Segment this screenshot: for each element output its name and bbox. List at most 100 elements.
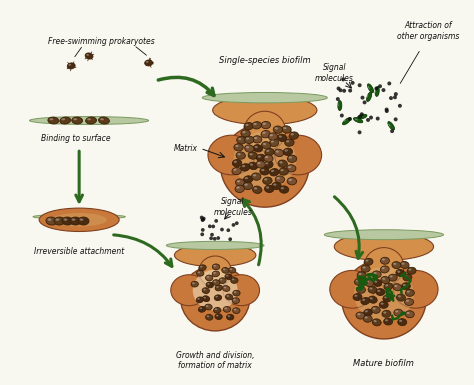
Ellipse shape	[337, 103, 338, 107]
Circle shape	[235, 221, 238, 225]
Ellipse shape	[358, 273, 362, 275]
Circle shape	[366, 118, 370, 122]
Ellipse shape	[375, 87, 379, 96]
Ellipse shape	[373, 280, 382, 286]
Ellipse shape	[371, 306, 380, 313]
Ellipse shape	[203, 297, 206, 298]
Ellipse shape	[244, 111, 286, 151]
Ellipse shape	[279, 168, 289, 175]
Text: Growth and division,
formation of matrix: Growth and division, formation of matrix	[176, 351, 255, 370]
Circle shape	[336, 97, 340, 101]
Ellipse shape	[212, 264, 219, 270]
Ellipse shape	[279, 186, 289, 193]
Ellipse shape	[243, 182, 253, 189]
Ellipse shape	[226, 275, 228, 277]
Ellipse shape	[398, 319, 407, 326]
Ellipse shape	[232, 279, 234, 280]
Ellipse shape	[206, 282, 213, 288]
Circle shape	[201, 218, 205, 222]
Ellipse shape	[374, 281, 377, 283]
Circle shape	[394, 117, 398, 121]
Ellipse shape	[405, 298, 413, 305]
Ellipse shape	[264, 161, 273, 168]
Ellipse shape	[279, 136, 282, 138]
Circle shape	[348, 117, 352, 121]
Ellipse shape	[398, 295, 401, 297]
Ellipse shape	[249, 153, 253, 156]
Ellipse shape	[324, 230, 444, 239]
Ellipse shape	[214, 281, 216, 283]
Ellipse shape	[281, 169, 284, 171]
Ellipse shape	[174, 244, 256, 266]
Ellipse shape	[202, 92, 328, 103]
Ellipse shape	[145, 60, 153, 66]
Ellipse shape	[393, 270, 438, 308]
Ellipse shape	[216, 286, 219, 288]
Ellipse shape	[228, 315, 230, 317]
Ellipse shape	[244, 176, 253, 183]
Circle shape	[202, 217, 206, 221]
Ellipse shape	[382, 310, 391, 317]
Ellipse shape	[256, 154, 266, 162]
Ellipse shape	[365, 316, 368, 318]
Ellipse shape	[234, 291, 237, 293]
Ellipse shape	[253, 145, 263, 152]
Ellipse shape	[271, 170, 274, 172]
Ellipse shape	[407, 291, 410, 293]
Ellipse shape	[353, 293, 362, 301]
Circle shape	[360, 112, 364, 116]
Ellipse shape	[54, 217, 65, 225]
Ellipse shape	[253, 174, 256, 176]
Ellipse shape	[354, 117, 363, 123]
Ellipse shape	[228, 267, 236, 273]
Ellipse shape	[261, 131, 270, 138]
Ellipse shape	[192, 282, 195, 284]
Ellipse shape	[287, 155, 297, 162]
Ellipse shape	[363, 266, 365, 268]
Ellipse shape	[49, 118, 53, 121]
Circle shape	[369, 116, 373, 119]
Ellipse shape	[46, 217, 57, 225]
Ellipse shape	[283, 127, 286, 129]
Circle shape	[201, 233, 204, 236]
Ellipse shape	[227, 314, 234, 320]
Circle shape	[209, 236, 213, 240]
Ellipse shape	[261, 121, 271, 129]
Ellipse shape	[343, 118, 351, 125]
Ellipse shape	[256, 161, 265, 168]
Circle shape	[384, 107, 389, 112]
Ellipse shape	[207, 315, 209, 317]
Ellipse shape	[388, 122, 394, 130]
Ellipse shape	[214, 307, 221, 313]
Ellipse shape	[364, 248, 404, 285]
Ellipse shape	[289, 132, 299, 139]
Ellipse shape	[232, 298, 239, 303]
Ellipse shape	[146, 61, 149, 63]
Circle shape	[351, 81, 355, 85]
Ellipse shape	[356, 286, 365, 293]
Ellipse shape	[233, 299, 236, 300]
Ellipse shape	[232, 159, 242, 167]
Ellipse shape	[365, 280, 374, 286]
Circle shape	[338, 88, 343, 92]
Circle shape	[228, 237, 232, 241]
Ellipse shape	[242, 165, 245, 167]
Ellipse shape	[407, 312, 410, 314]
Ellipse shape	[269, 139, 279, 146]
Ellipse shape	[48, 117, 59, 124]
Text: Matrix: Matrix	[174, 144, 198, 153]
Ellipse shape	[206, 315, 213, 320]
Ellipse shape	[68, 64, 71, 66]
Ellipse shape	[283, 148, 292, 156]
Ellipse shape	[361, 298, 370, 305]
Ellipse shape	[191, 281, 198, 287]
Ellipse shape	[99, 117, 109, 124]
Ellipse shape	[362, 299, 365, 301]
Ellipse shape	[87, 118, 91, 121]
Ellipse shape	[363, 315, 372, 322]
Ellipse shape	[406, 300, 409, 302]
Ellipse shape	[400, 261, 409, 268]
Ellipse shape	[246, 137, 249, 140]
Text: Single-species biofilm: Single-species biofilm	[219, 57, 310, 65]
Ellipse shape	[237, 137, 246, 144]
